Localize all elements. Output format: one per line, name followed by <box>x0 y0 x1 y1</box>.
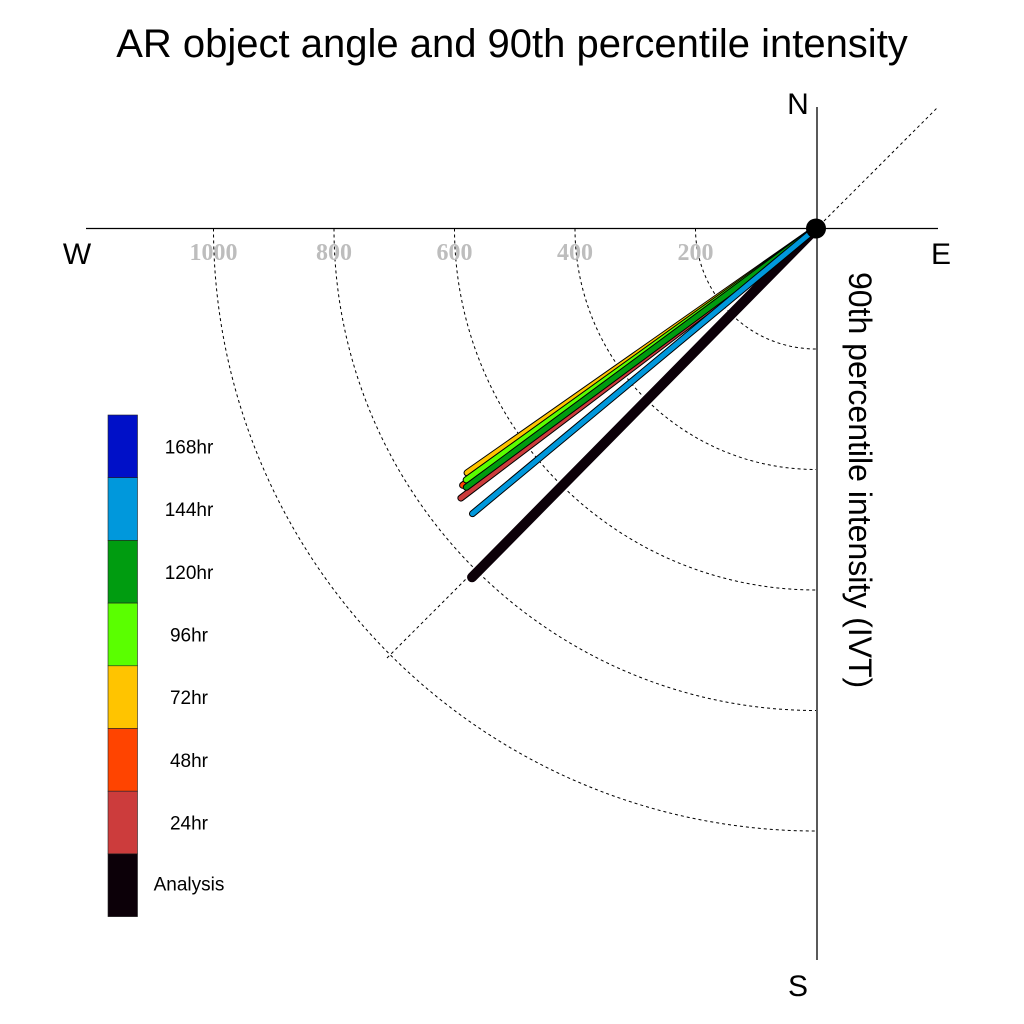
east-label: E <box>931 238 951 271</box>
radial-tick-labels: 200 400 600 800 1000 <box>190 240 714 266</box>
legend-swatch-144hr <box>107 477 138 541</box>
south-label: S <box>788 970 808 1003</box>
legend-swatch-120hr <box>107 540 138 604</box>
radial-tick-label-200: 200 <box>678 240 714 266</box>
grid-arc-400 <box>574 228 817 470</box>
origin-marker <box>806 218 826 239</box>
west-label: W <box>63 238 92 271</box>
radial-tick-label-400: 400 <box>557 240 593 266</box>
vector-120hr <box>463 226 819 490</box>
legend-label-72hr: 72hr <box>170 688 209 709</box>
north-label: N <box>787 88 809 121</box>
radial-tick-label-800: 800 <box>316 240 352 266</box>
legend-swatch-analysis <box>107 853 138 917</box>
legend-label-144hr: 144hr <box>165 500 214 521</box>
legend-label-168hr: 168hr <box>165 437 214 458</box>
diagonal-reference-line <box>386 106 939 659</box>
legend-label-120hr: 120hr <box>165 563 214 584</box>
legend-swatch-168hr <box>107 414 138 479</box>
legend-label-analysis: Analysis <box>154 874 225 895</box>
vector-series <box>457 223 821 583</box>
legend-label-24hr: 24hr <box>170 814 209 835</box>
legend-swatch-72hr <box>107 665 138 729</box>
chart-title: AR object angle and 90th percentile inte… <box>116 22 908 66</box>
vector-144hr <box>469 226 819 517</box>
legend-label-96hr: 96hr <box>170 625 209 646</box>
grid-arc-200 <box>695 228 817 350</box>
legend-swatch-96hr <box>107 602 138 667</box>
legend-swatch-48hr <box>107 728 138 792</box>
vector-analysis <box>467 223 821 583</box>
legend: 168hr 144hr 120hr 96hr 72hr 48hr 24hr Analysis <box>107 414 225 917</box>
grid-arc-1000 <box>213 228 817 832</box>
y-axis-label: 90th percentile intensity (IVT) <box>842 272 878 688</box>
legend-swatch-24hr <box>107 790 138 855</box>
legend-label-48hr: 48hr <box>170 751 209 772</box>
radial-tick-label-600: 600 <box>437 240 473 266</box>
radial-tick-label-1000: 1000 <box>190 240 238 266</box>
